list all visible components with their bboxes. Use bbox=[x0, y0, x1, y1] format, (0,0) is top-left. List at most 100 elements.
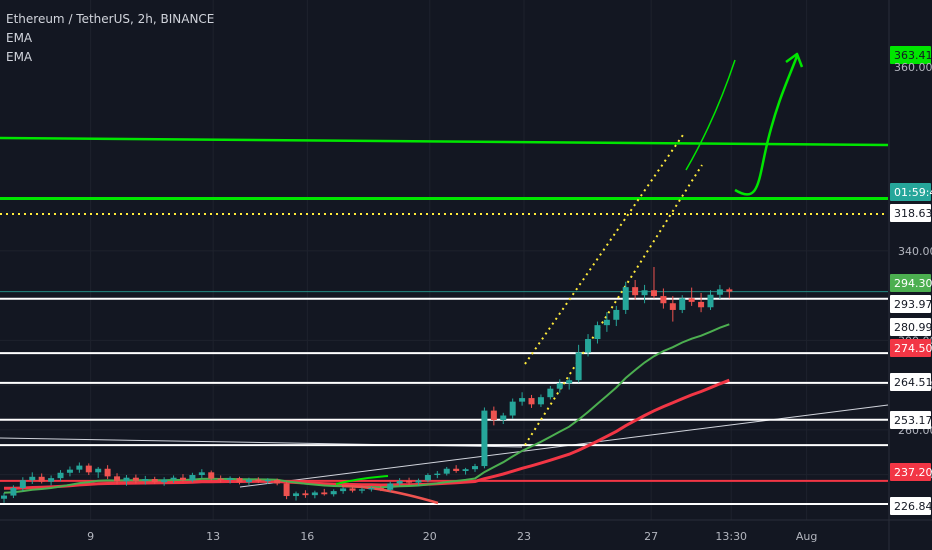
candle-body bbox=[603, 319, 610, 326]
candle-body bbox=[114, 476, 121, 482]
candle-body bbox=[556, 383, 563, 389]
ema-fast-label[interactable]: EMA bbox=[6, 31, 33, 45]
candle-body bbox=[368, 487, 375, 490]
candle-body bbox=[509, 401, 516, 416]
candle-body bbox=[481, 410, 488, 467]
candle-body bbox=[85, 465, 92, 473]
price-tag-label: 01:59:41 bbox=[894, 186, 932, 199]
price-tag bbox=[890, 274, 931, 292]
candle-body bbox=[95, 468, 102, 473]
price-tag bbox=[890, 183, 931, 201]
candle-body bbox=[716, 289, 723, 295]
candle-body bbox=[283, 483, 290, 497]
drawing-green-curve bbox=[335, 475, 389, 485]
candle-body bbox=[490, 410, 497, 420]
price-tag bbox=[890, 497, 931, 515]
price-tag-label: 318.63 bbox=[894, 207, 932, 220]
candle-body bbox=[255, 479, 262, 482]
candle-body bbox=[377, 487, 384, 490]
candles bbox=[1, 266, 733, 503]
candle-body bbox=[679, 298, 686, 310]
price-tag bbox=[890, 318, 931, 336]
candle-body bbox=[632, 287, 639, 296]
candle-body bbox=[358, 489, 365, 491]
x-tick-label: 9 bbox=[87, 530, 94, 543]
candle-body bbox=[566, 380, 573, 384]
candle-body bbox=[104, 468, 111, 477]
candle-body bbox=[585, 339, 592, 353]
arrow-head-icon bbox=[785, 52, 804, 68]
candle-body bbox=[613, 309, 620, 320]
candle-body bbox=[424, 475, 431, 481]
candle-body bbox=[519, 398, 526, 402]
chart-legend: Ethereum / TetherUS, 2h, BINANCE EMA EMA bbox=[6, 10, 214, 67]
candle-body bbox=[453, 468, 460, 471]
candle-body bbox=[302, 493, 309, 496]
y-tick-label: 340.00 bbox=[898, 245, 932, 258]
x-tick-label: Aug bbox=[796, 530, 817, 543]
projection-arrow bbox=[734, 55, 799, 196]
candle-body bbox=[330, 491, 337, 495]
candle-body bbox=[208, 472, 215, 479]
candle-body bbox=[726, 289, 733, 292]
price-tag-label: 280.99 bbox=[894, 321, 932, 334]
candle-body bbox=[38, 476, 45, 482]
candle-body bbox=[537, 397, 544, 405]
candle-body bbox=[547, 388, 554, 398]
candle-body bbox=[142, 479, 149, 481]
price-tag-label: 294.30 bbox=[894, 277, 932, 290]
candle-body bbox=[10, 487, 17, 496]
candle-body bbox=[622, 287, 629, 310]
price-tag-label: 363.41 bbox=[894, 49, 932, 62]
price-tag bbox=[890, 463, 931, 481]
candle-body bbox=[500, 415, 507, 420]
symbol-title[interactable]: Ethereum / TetherUS, 2h, BINANCE bbox=[6, 12, 215, 26]
grid bbox=[0, 0, 888, 520]
candle-body bbox=[57, 472, 64, 479]
price-tag bbox=[890, 373, 931, 391]
candle-body bbox=[161, 479, 168, 483]
candle-body bbox=[462, 469, 469, 471]
price-tag-label: 237.20 bbox=[894, 466, 932, 479]
price-tag bbox=[890, 46, 931, 64]
price-tag bbox=[890, 339, 931, 357]
drawing-red-curve bbox=[341, 484, 439, 505]
candle-body bbox=[245, 479, 252, 483]
x-tick-label: 13 bbox=[206, 530, 220, 543]
candle-body bbox=[434, 473, 441, 476]
candle-body bbox=[396, 480, 403, 484]
candle-body bbox=[443, 468, 450, 474]
candle-body bbox=[660, 296, 667, 304]
candle-body bbox=[264, 479, 271, 482]
x-tick-label: 23 bbox=[517, 530, 531, 543]
candle-body bbox=[293, 493, 300, 497]
candle-body bbox=[132, 477, 139, 481]
candle-body bbox=[575, 352, 582, 381]
ema-slow-line bbox=[4, 378, 730, 490]
candle-body bbox=[274, 479, 281, 484]
candle-body bbox=[415, 480, 422, 483]
price-tag bbox=[890, 204, 931, 222]
price-tag-label: 264.51 bbox=[894, 376, 932, 389]
candle-body bbox=[387, 483, 394, 490]
candle-body bbox=[189, 475, 196, 481]
price-tag-label: 226.84 bbox=[894, 500, 932, 513]
ema-slow-label[interactable]: EMA bbox=[6, 50, 33, 64]
price-tag-label: 360.00 bbox=[894, 61, 932, 74]
candle-body bbox=[669, 303, 676, 310]
x-tick-label: 16 bbox=[300, 530, 314, 543]
channel-upper bbox=[524, 131, 686, 365]
candle-body bbox=[66, 469, 73, 473]
candle-body bbox=[688, 298, 695, 302]
candle-body bbox=[349, 488, 356, 491]
price-tag bbox=[890, 295, 931, 313]
candle-body bbox=[227, 478, 234, 480]
candle-body bbox=[406, 480, 413, 483]
candle-body bbox=[472, 466, 478, 470]
candle-body bbox=[236, 478, 243, 483]
price-tag-label: 274.50 bbox=[894, 342, 932, 355]
candle-body bbox=[340, 488, 347, 492]
